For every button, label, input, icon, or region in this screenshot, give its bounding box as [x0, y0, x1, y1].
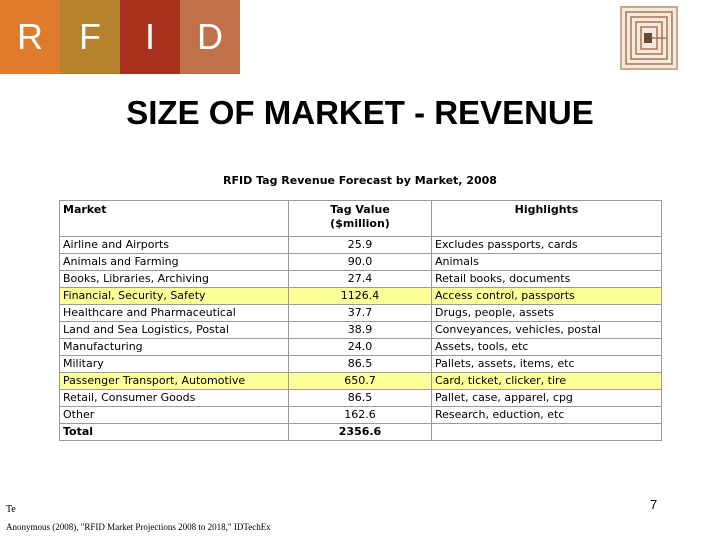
- total-value: 2356.6: [288, 423, 432, 441]
- table-row: Airline and Airports 25.9 Excludes passpor…: [59, 236, 662, 254]
- header-tag-value: Tag Value ($million): [288, 200, 432, 237]
- table-row: Books, Libraries, Archiving 27.4 Retail bo…: [59, 270, 662, 288]
- row-highlight: Pallets, assets, items, etc: [431, 355, 662, 373]
- row-highlight: Excludes passports, cards: [431, 236, 662, 254]
- row-market: Animals and Farming: [59, 253, 289, 271]
- table-row: Military 86.5 Pallets, assets, items, etc: [59, 355, 662, 373]
- row-highlight: Conveyances, vehicles, postal: [431, 321, 662, 339]
- row-market: Airline and Airports: [59, 236, 289, 254]
- brand-letter-d: D: [180, 0, 240, 74]
- table-title: RFID Tag Revenue Forecast by Market, 200…: [223, 174, 497, 187]
- row-market: Books, Libraries, Archiving: [59, 270, 289, 288]
- table-total-row: Total 2356.6: [59, 423, 662, 441]
- brand-letter-f: F: [60, 0, 120, 74]
- footer-label: Te: [6, 504, 16, 515]
- row-market: Healthcare and Pharmaceutical: [59, 304, 289, 322]
- table-header-row: Market Tag Value ($million) Highlights: [59, 200, 662, 237]
- row-tag-value: 37.7: [288, 304, 432, 322]
- page-number: 7: [650, 497, 658, 512]
- row-highlight: Animals: [431, 253, 662, 271]
- header-highlights: Highlights: [431, 200, 662, 237]
- row-market: Passenger Transport, Automotive: [59, 372, 289, 390]
- total-label: Total: [59, 423, 289, 441]
- row-tag-value: 24.0: [288, 338, 432, 356]
- rfid-tag-logo-icon: [620, 6, 678, 70]
- brand-letter-r: R: [0, 0, 60, 74]
- row-tag-value: 162.6: [288, 406, 432, 424]
- row-highlight: Research, eduction, etc: [431, 406, 662, 424]
- row-highlight: Assets, tools, etc: [431, 338, 662, 356]
- rfid-brand-banner: R F I D: [0, 0, 240, 74]
- row-market: Manufacturing: [59, 338, 289, 356]
- row-tag-value: 90.0: [288, 253, 432, 271]
- table-row: Manufacturing 24.0 Assets, tools, etc: [59, 338, 662, 356]
- table-row: Animals and Farming 90.0 Animals: [59, 253, 662, 271]
- table-row: Healthcare and Pharmaceutical 37.7 Drugs, …: [59, 304, 662, 322]
- row-highlight: Pallet, case, apparel, cpg: [431, 389, 662, 407]
- row-market: Military: [59, 355, 289, 373]
- table-row: Land and Sea Logistics, Postal 38.9 Convey…: [59, 321, 662, 339]
- table-row: Passenger Transport, Automotive 650.7 Card…: [59, 372, 662, 390]
- citation: Anonymous (2008), "RFID Market Projectio…: [6, 522, 271, 532]
- row-highlight: Access control, passports: [431, 287, 662, 305]
- row-tag-value: 650.7: [288, 372, 432, 390]
- row-market: Retail, Consumer Goods: [59, 389, 289, 407]
- row-tag-value: 38.9: [288, 321, 432, 339]
- row-highlight: Drugs, people, assets: [431, 304, 662, 322]
- row-tag-value: 86.5: [288, 389, 432, 407]
- table-row: Financial, Security, Safety 1126.4 Access …: [59, 287, 662, 305]
- brand-letter-i: I: [120, 0, 180, 74]
- row-market: Other: [59, 406, 289, 424]
- row-tag-value: 1126.4: [288, 287, 432, 305]
- revenue-table: Market Tag Value ($million) Highlights A…: [59, 200, 662, 441]
- table-body: Airline and Airports 25.9 Excludes passpor…: [59, 236, 662, 424]
- row-market: Land and Sea Logistics, Postal: [59, 321, 289, 339]
- row-market: Financial, Security, Safety: [59, 287, 289, 305]
- row-tag-value: 25.9: [288, 236, 432, 254]
- row-highlight: Retail books, documents: [431, 270, 662, 288]
- row-highlight: Card, ticket, clicker, tire: [431, 372, 662, 390]
- table-row: Other 162.6 Research, eduction, etc: [59, 406, 662, 424]
- row-tag-value: 86.5: [288, 355, 432, 373]
- header-market: Market: [59, 200, 289, 237]
- table-row: Retail, Consumer Goods 86.5 Pallet, case, …: [59, 389, 662, 407]
- total-highlight: [431, 423, 662, 441]
- row-tag-value: 27.4: [288, 270, 432, 288]
- slide-title: SIZE OF MARKET - REVENUE: [126, 94, 594, 131]
